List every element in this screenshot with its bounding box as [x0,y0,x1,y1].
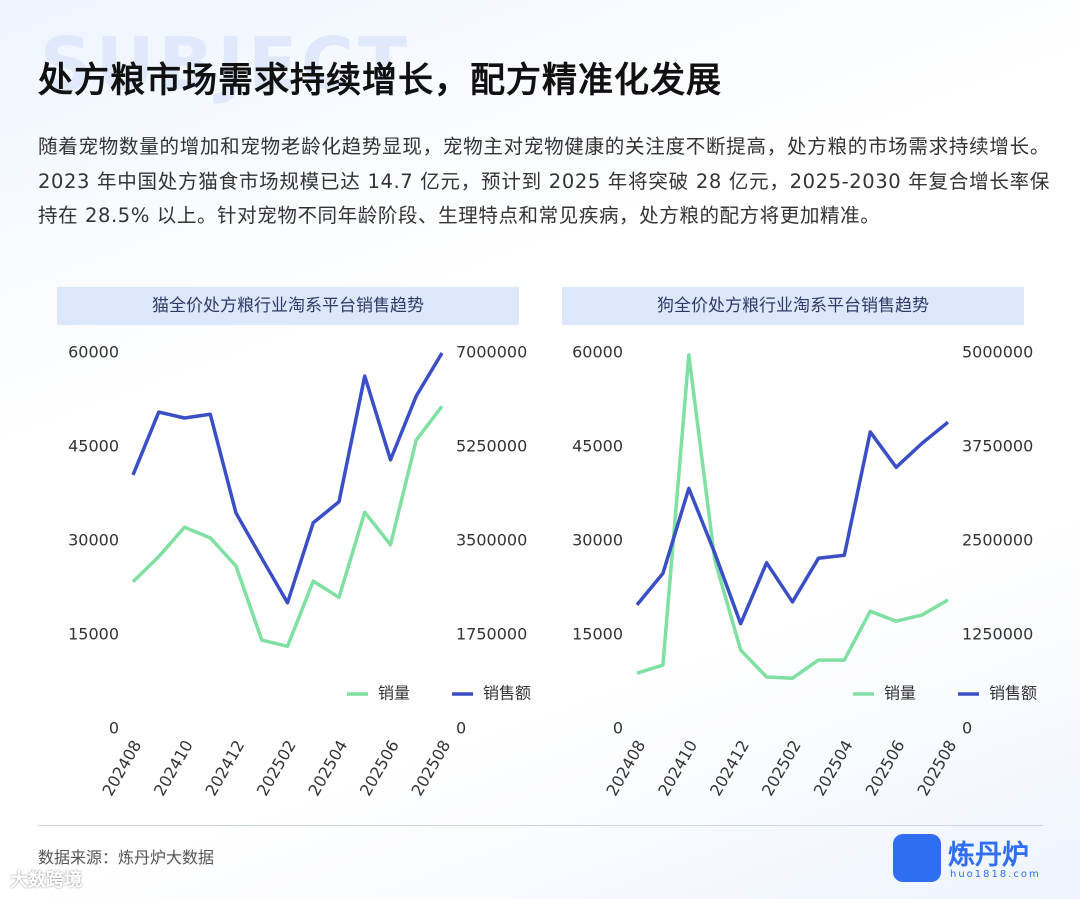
y2-tick-label: 1750000 [456,625,527,644]
y2-tick-label: 1250000 [962,625,1033,644]
x-tick-label: 202502 [758,737,805,799]
y-tick-label: 0 [109,719,119,738]
series-line [131,352,444,605]
y-tick-label: 15000 [572,625,623,644]
divider [38,825,1043,826]
chart-title: 狗全价处方粮行业淘系平台销售趋势 [657,296,929,316]
chart-title-box [57,287,519,325]
chart-title-box [562,287,1024,325]
x-tick-label: 202504 [304,737,351,799]
legend-label: 销售额 [483,684,531,703]
y-tick-label: 30000 [572,531,623,550]
y-tick-label: 30000 [68,531,119,550]
x-tick-label: 202508 [913,737,960,799]
background-text: SUBJECT [40,22,412,106]
y-tick-label: 45000 [572,437,623,456]
y-tick-label: 45000 [68,437,119,456]
series-line [636,353,949,680]
page-title: 处方粮市场需求持续增长，配方精准化发展 [38,61,723,101]
x-tick-label: 202506 [862,737,909,799]
y-tick-label: 60000 [572,343,623,362]
y2-tick-label: 3750000 [962,437,1033,456]
y2-tick-label: 5000000 [962,343,1033,362]
series-line [635,420,950,626]
logo-icon [893,834,941,882]
chart-title: 猫全价处方粮行业淘系平台销售趋势 [152,296,424,316]
x-tick-label: 202410 [654,737,701,799]
x-tick-label: 202504 [810,737,857,799]
source: 数据来源：炼丹炉大数据 [38,848,215,867]
x-tick-label: 202502 [253,737,300,799]
y-tick-label: 0 [613,719,623,738]
y2-tick-label: 3500000 [456,531,527,550]
x-tick-label: 202412 [706,737,753,799]
body-text: 随着宠物数量的增加和宠物老龄化趋势显现，宠物主对宠物健康的关注度不断提高，处方粮… [38,135,1050,227]
x-tick-label: 202408 [98,737,145,799]
y-tick-label: 15000 [68,625,119,644]
y2-tick-label: 0 [456,719,466,738]
y2-tick-label: 5250000 [456,437,527,456]
watermark: 大数跨境 [10,870,82,891]
brand: 炼丹炉 [948,840,1029,871]
y2-tick-label: 2500000 [962,531,1033,550]
series-line [131,405,444,649]
x-tick-label: 202508 [407,737,454,799]
y2-tick-label: 7000000 [456,343,527,362]
legend-label: 销售额 [989,684,1037,703]
legend-label: 销量 [378,684,410,703]
legend-label: 销量 [884,684,916,703]
x-tick-label: 202410 [150,737,197,799]
y2-tick-label: 0 [962,719,972,738]
x-tick-label: 202408 [602,737,649,799]
y-tick-label: 60000 [68,343,119,362]
x-tick-label: 202412 [201,737,248,799]
brand-url: huo1818.com [950,869,1041,880]
x-tick-label: 202506 [356,737,403,799]
